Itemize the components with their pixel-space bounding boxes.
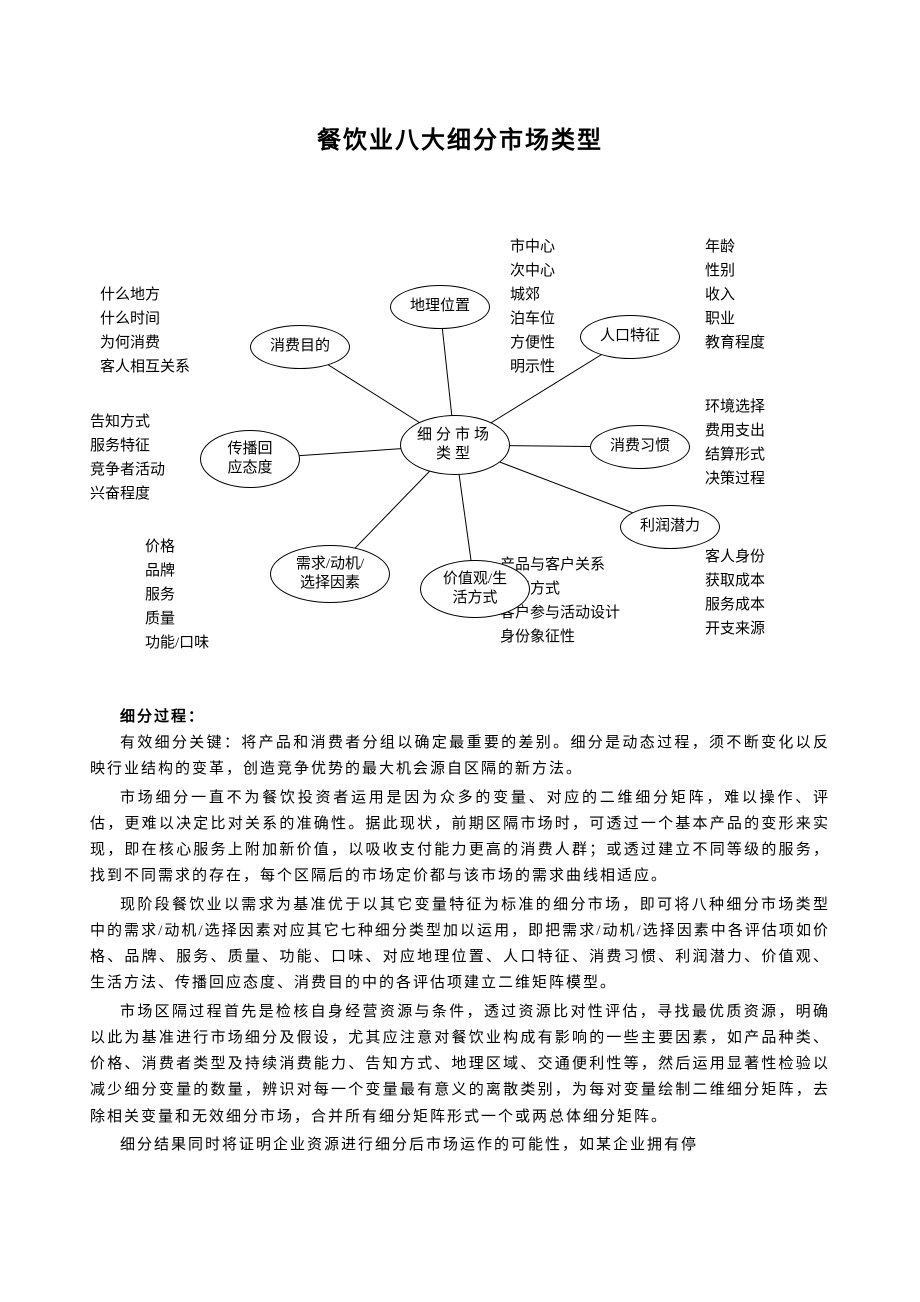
paragraph: 细分结果同时将证明企业资源进行细分后市场运作的可能性，如某企业拥有停 — [90, 1132, 830, 1158]
attr-line: 性别 — [705, 259, 765, 283]
attr-line: 质量 — [145, 607, 209, 631]
attr-line: 什么地方 — [100, 283, 190, 307]
attr-line: 费用支出 — [705, 419, 765, 443]
attr-line: 收入 — [705, 283, 765, 307]
attr-line: 服务特征 — [90, 434, 165, 458]
attr-line: 教育程度 — [705, 331, 765, 355]
attrs-profit: 客人身份获取成本服务成本开支来源 — [705, 545, 765, 641]
attr-line: 决策过程 — [705, 467, 765, 491]
attr-line: 开支来源 — [705, 617, 765, 641]
paragraph: 市场细分一直不为餐饮投资者运用是因为众多的变量、对应的二维细分矩阵，难以操作、评… — [90, 785, 830, 890]
attrs-demo: 年龄性别收入职业教育程度 — [705, 235, 765, 355]
attrs-habit: 环境选择费用支出结算形式决策过程 — [705, 395, 765, 491]
attr-line: 价格 — [145, 535, 209, 559]
attr-line: 服务成本 — [705, 593, 765, 617]
attrs-purpose: 什么地方什么时间为何消费客人相互关系 — [100, 283, 190, 379]
node-value: 价值观/生活方式 — [420, 560, 530, 618]
attr-line: 客人身份 — [705, 545, 765, 569]
attr-line: 获取成本 — [705, 569, 765, 593]
attr-line: 泊车位 — [510, 307, 555, 331]
attr-line: 环境选择 — [705, 395, 765, 419]
attr-line: 年龄 — [705, 235, 765, 259]
attr-line: 什么时间 — [100, 307, 190, 331]
paragraph: 现阶段餐饮业以需求为基准优于以其它变量特征为标准的细分市场，即可将八种细分市场类… — [90, 892, 830, 997]
attrs-geo: 市中心次中心城郊泊车位方便性明示性 — [510, 235, 555, 379]
attr-line: 告知方式 — [90, 410, 165, 434]
attr-line: 明示性 — [510, 355, 555, 379]
node-geo: 地理位置 — [390, 285, 490, 329]
page-title: 餐饮业八大细分市场类型 — [90, 120, 830, 155]
attr-line: 品牌 — [145, 559, 209, 583]
attr-line: 服务 — [145, 583, 209, 607]
attr-line: 次中心 — [510, 259, 555, 283]
body-text: 有效细分关键：将产品和消费者分组以确定最重要的差别。细分是动态过程，须不断变化以… — [90, 730, 830, 1158]
attr-line: 城郊 — [510, 283, 555, 307]
attr-line: 结算形式 — [705, 443, 765, 467]
attr-line: 客人相互关系 — [100, 355, 190, 379]
section-heading: 细分过程： — [90, 705, 830, 726]
attr-line: 兴奋程度 — [90, 482, 165, 506]
attr-line: 方便性 — [510, 331, 555, 355]
attr-line: 为何消费 — [100, 331, 190, 355]
attr-line: 功能/口味 — [145, 631, 209, 655]
attrs-comm: 告知方式服务特征竞争者活动兴奋程度 — [90, 410, 165, 506]
node-purpose: 消费目的 — [250, 325, 350, 369]
node-demo: 人口特征 — [580, 315, 680, 359]
attr-line: 市中心 — [510, 235, 555, 259]
node-comm: 传播回应态度 — [200, 430, 300, 488]
center-node: 细分市场类型 — [400, 415, 510, 475]
attrs-need: 价格品牌服务质量功能/口味 — [145, 535, 209, 655]
attr-line: 竞争者活动 — [90, 458, 165, 482]
node-need: 需求/动机/选择因素 — [270, 545, 390, 603]
paragraph: 有效细分关键：将产品和消费者分组以确定最重要的差别。细分是动态过程，须不断变化以… — [90, 730, 830, 783]
node-habit: 消费习惯 — [590, 425, 690, 469]
mindmap-diagram: 细分市场类型 地理位置消费目的 人口特征传播回应态度 消费习惯利润潜力需求/动机/选… — [90, 215, 830, 675]
paragraph: 市场区隔过程首先是检核自身经营资源与条件，透过资源比对性评估，寻找最优质资源，明… — [90, 999, 830, 1130]
node-profit: 利润潜力 — [620, 505, 720, 549]
attr-line: 身份象征性 — [500, 625, 620, 649]
attr-line: 职业 — [705, 307, 765, 331]
